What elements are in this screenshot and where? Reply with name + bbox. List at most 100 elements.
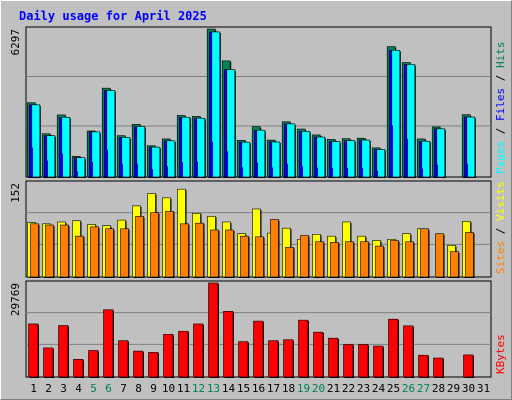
bar-pages-marker <box>31 147 33 177</box>
x-tick-label: 20 <box>312 382 325 395</box>
bar-sites <box>180 223 189 278</box>
bar-pages <box>211 31 221 178</box>
bar-pages-marker <box>241 167 243 177</box>
ymax-label: 152 <box>9 183 22 203</box>
bar-pages-marker <box>376 170 378 177</box>
bar-pages <box>331 141 341 178</box>
bar-pages <box>466 116 476 178</box>
x-axis-labels: 1 2 3 4 5 6 7 8 9 10 11 12 13 14 15 16 17 18 19 20 21 22 23 24 2… <box>30 382 490 395</box>
bar-sites <box>90 226 99 278</box>
bar-sites <box>285 247 294 278</box>
panel-kbytes: 29769 KBytes <box>9 280 507 378</box>
bar-pages-marker <box>196 161 198 177</box>
x-tick-label: 1 <box>30 382 37 395</box>
bar-pages <box>286 123 296 178</box>
bar-kbytes <box>433 357 444 378</box>
bar-pages-marker <box>76 171 78 177</box>
bar-kbytes <box>403 325 414 378</box>
panel-hits-files-pages: 6297 Pages / Files / Hits <box>9 26 507 179</box>
bar-kbytes <box>133 350 144 378</box>
x-tick-label: 16 <box>252 382 265 395</box>
x-tick-label: 19 <box>297 382 310 395</box>
bar-kbytes <box>58 325 69 378</box>
bar-sites <box>225 229 234 278</box>
bar-sites <box>435 233 444 278</box>
bar-pages <box>31 104 41 178</box>
x-tick-label: 8 <box>135 382 142 395</box>
bar-kbytes <box>373 345 384 378</box>
legend-separator: / <box>494 68 507 88</box>
bar-pages-marker <box>391 125 393 177</box>
bar-sites <box>60 224 69 278</box>
bar-sites <box>165 211 174 278</box>
x-tick-label: 26 <box>402 382 415 395</box>
x-tick-label: 31 <box>477 382 490 395</box>
legend-separator: / <box>494 221 507 241</box>
bar-pages <box>421 140 431 178</box>
bar-pages-marker <box>286 163 288 177</box>
x-tick-label: 6 <box>105 382 112 395</box>
bar-kbytes <box>343 344 354 378</box>
bar-kbytes <box>313 331 324 378</box>
bar-pages-marker <box>151 169 153 177</box>
bar-pages <box>391 50 401 178</box>
bar-sites <box>135 216 144 278</box>
bar-kbytes <box>118 340 129 378</box>
bar-sites <box>120 228 129 278</box>
bar-kbytes <box>268 340 279 378</box>
bar-kbytes <box>208 282 219 378</box>
bar-pages <box>106 90 116 178</box>
bar-pages <box>316 136 326 178</box>
bar-kbytes <box>88 350 99 378</box>
bar-pages-marker <box>211 141 213 177</box>
bar-pages-marker <box>406 138 408 177</box>
bar-sites <box>405 241 414 278</box>
x-tick-label: 3 <box>60 382 67 395</box>
bar-kbytes <box>388 318 399 378</box>
bar-pages-marker <box>61 153 63 177</box>
bar-kbytes <box>328 337 339 378</box>
bar-pages <box>376 149 386 178</box>
bar-kbytes <box>28 323 39 378</box>
bar-pages-marker <box>346 168 348 177</box>
bar-pages <box>301 131 311 178</box>
bar-sites <box>300 235 309 278</box>
x-tick-label: 10 <box>162 382 175 395</box>
bar-sites <box>255 236 264 278</box>
bar-pages-marker <box>106 149 108 177</box>
bar-pages-marker <box>226 151 228 177</box>
bar-pages <box>346 140 356 178</box>
x-tick-label: 25 <box>387 382 400 395</box>
bar-pages-marker <box>436 164 438 177</box>
bar-pages-marker <box>301 166 303 177</box>
ymax-label: 29769 <box>9 283 22 316</box>
bar-sites <box>240 235 249 278</box>
bar-pages-marker <box>46 160 48 177</box>
bar-pages <box>241 141 251 178</box>
x-tick-label: 29 <box>447 382 460 395</box>
legend-visits: Visits <box>494 181 507 221</box>
bar-kbytes <box>418 354 429 378</box>
legend-separator: / <box>494 121 507 141</box>
bar-kbytes <box>103 309 114 378</box>
bar-kbytes <box>253 320 264 378</box>
legend-files: Files <box>494 88 507 121</box>
x-tick-label: 24 <box>372 382 386 395</box>
bar-kbytes <box>193 323 204 378</box>
bar-sites <box>315 241 324 278</box>
bar-pages <box>121 137 131 178</box>
bar-pages-marker <box>466 163 468 177</box>
chart-title: Daily usage for April 2025 <box>19 9 207 23</box>
x-tick-label: 4 <box>75 382 82 395</box>
x-tick-label: 13 <box>207 382 220 395</box>
x-tick-label: 9 <box>150 382 157 395</box>
bar-pages <box>226 69 236 178</box>
bar-pages <box>76 157 86 178</box>
bar-pages-marker <box>91 161 93 177</box>
bar-sites <box>420 228 429 278</box>
bar-pages <box>361 139 371 178</box>
bar-sites <box>150 212 159 278</box>
bar-sites <box>345 241 354 278</box>
bar-sites <box>270 219 279 278</box>
